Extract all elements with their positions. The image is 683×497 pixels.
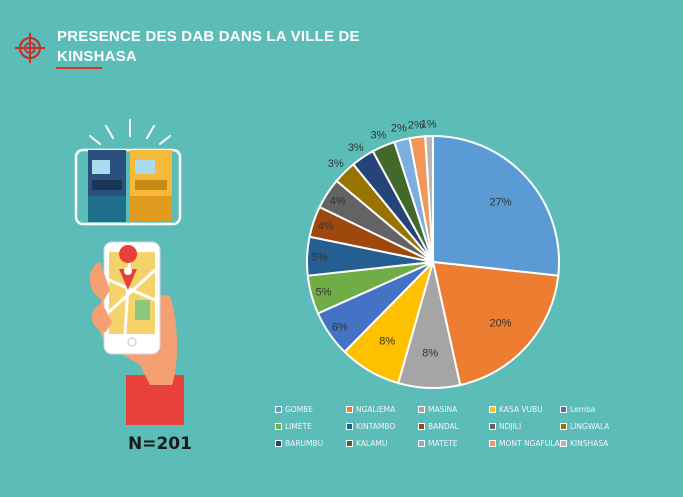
legend-swatch [418,406,425,413]
legend-item: NDJILI [489,422,521,431]
legend-label: KINTAMBO [356,422,396,431]
legend-item: MASINA [418,405,457,414]
pie-data-label: 5% [316,287,332,299]
legend-item: Lemba [560,405,595,414]
legend-label: KASA VUBU [499,405,543,414]
legend-swatch [346,440,353,447]
legend-label: LINGWALA [570,422,610,431]
page-title: PRESENCE DES DAB DANS LA VILLE DE KINSHA… [57,28,360,65]
legend-swatch [489,423,496,430]
pie-data-label: 8% [379,335,395,347]
legend-swatch [275,406,282,413]
legend-label: GOMBE [285,405,314,414]
pie-data-label: 6% [332,322,348,334]
legend-item: KASA VUBU [489,405,543,414]
phone-hand-icon [89,241,184,425]
legend-item: BANDAL [418,422,459,431]
pie-slice-kinshasa [424,134,434,263]
pie-data-label: 27% [490,196,512,208]
pie-data-label: 4% [318,221,334,233]
target-icon [15,33,45,63]
legend-label: NGALIEMA [356,405,396,414]
legend-swatch [560,423,567,430]
pie-data-label: 3% [371,130,387,142]
legend-label: MONT NGAFULA [499,439,560,448]
legend-label: MASINA [428,405,458,414]
legend-label: BANDAL [428,422,459,431]
legend-label: Lemba [570,405,596,414]
legend-label: MATETE [428,439,458,448]
legend-label: LIMETE [285,422,312,431]
legend-item: BARUMBU [275,439,323,448]
legend-item: KALAMU [346,439,387,448]
legend-swatch [275,440,282,447]
pie-data-label: 1% [421,118,437,130]
legend-swatch [560,406,567,413]
title-underline [56,67,102,69]
atm-frame [74,148,182,226]
legend-swatch [275,423,282,430]
pie-data-label: 3% [348,142,364,154]
legend-label: KALAMU [356,439,388,448]
sample-size: N=201 [128,434,192,454]
pie-slice-ngaliema [431,260,560,387]
legend-label: NDJILI [499,422,522,431]
legend-swatch [418,440,425,447]
pie-data-label: 20% [490,318,512,330]
flash-lines-icon [89,119,171,145]
legend-swatch [418,423,425,430]
pie-data-label: 3% [328,158,344,170]
legend-label: BARUMBU [285,439,324,448]
pie-data-label: 5% [312,252,328,264]
legend-swatch [560,440,567,447]
legend-item: LINGWALA [560,422,609,431]
pie-data-label: 2% [391,123,407,135]
legend-swatch [489,440,496,447]
legend-swatch [489,406,496,413]
legend-item: GOMBE [275,405,313,414]
legend-swatch [346,406,353,413]
legend-item: NGALIEMA [346,405,395,414]
legend-item: KINTAMBO [346,422,395,431]
legend-label: KINSHASA [570,439,609,448]
atm-icon [88,150,172,222]
pie-data-label: 8% [422,348,438,360]
legend-item: LIMETE [275,422,312,431]
pie-slice-gombe [432,134,560,277]
legend-item: KINSHASA [560,439,608,448]
pie-data-label: 2% [408,119,424,131]
pie-data-label: 4% [330,195,346,207]
legend-swatch [346,423,353,430]
legend-item: MATETE [418,439,458,448]
legend-item: MONT NGAFULA [489,439,560,448]
